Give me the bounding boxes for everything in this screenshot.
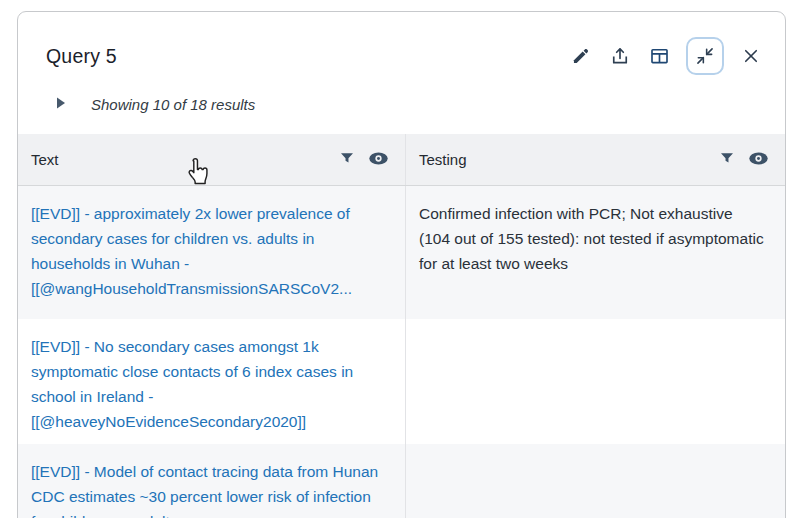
table-row: [[EVD]] - approximately 2x lower prevale… <box>18 186 785 319</box>
close-icon <box>742 47 760 65</box>
column-label: Text <box>18 151 59 168</box>
triangle-right-icon <box>56 97 66 112</box>
filter-icon <box>719 150 735 170</box>
column-header-testing: Testing <box>406 134 785 185</box>
toolbar <box>569 37 763 75</box>
table-header-row: Text <box>18 134 785 186</box>
edit-icon <box>571 46 591 66</box>
edit-button[interactable] <box>569 44 593 68</box>
export-button[interactable] <box>608 44 632 68</box>
results-bar: Showing 10 of 18 results <box>18 78 785 130</box>
filter-icon <box>339 150 355 170</box>
table-layout-icon <box>649 46 670 66</box>
table-row: [[EVD]] - Model of contact tracing data … <box>18 444 785 518</box>
collapse-button[interactable] <box>686 37 724 75</box>
export-icon <box>610 46 630 66</box>
query-results-card: Query 5 <box>17 11 786 518</box>
results-table: Text <box>18 134 785 518</box>
evidence-link[interactable]: [[EVD]] - Model of contact tracing data … <box>18 444 406 518</box>
close-button[interactable] <box>739 44 763 68</box>
card-header: Query 5 <box>18 12 785 76</box>
text-filter-button[interactable] <box>339 150 355 170</box>
testing-visibility-button[interactable] <box>748 151 769 169</box>
page-title: Query 5 <box>46 45 117 68</box>
eye-icon <box>368 151 389 169</box>
expand-results-toggle[interactable] <box>56 97 66 112</box>
testing-filter-button[interactable] <box>719 150 735 170</box>
testing-cell: Confirmed infection with PCR; Not exhaus… <box>406 186 785 319</box>
text-visibility-button[interactable] <box>368 151 389 169</box>
testing-cell <box>406 444 785 518</box>
results-summary: Showing 10 of 18 results <box>91 96 255 113</box>
testing-cell <box>406 319 785 444</box>
column-header-text: Text <box>18 134 406 185</box>
collapse-icon <box>695 46 715 66</box>
evidence-link[interactable]: [[EVD]] - approximately 2x lower prevale… <box>18 186 406 319</box>
table-view-button[interactable] <box>647 44 671 68</box>
table-row: [[EVD]] - No secondary cases amongst 1k … <box>18 319 785 444</box>
eye-icon <box>748 151 769 169</box>
column-label: Testing <box>406 151 467 168</box>
evidence-link[interactable]: [[EVD]] - No secondary cases amongst 1k … <box>18 319 406 444</box>
